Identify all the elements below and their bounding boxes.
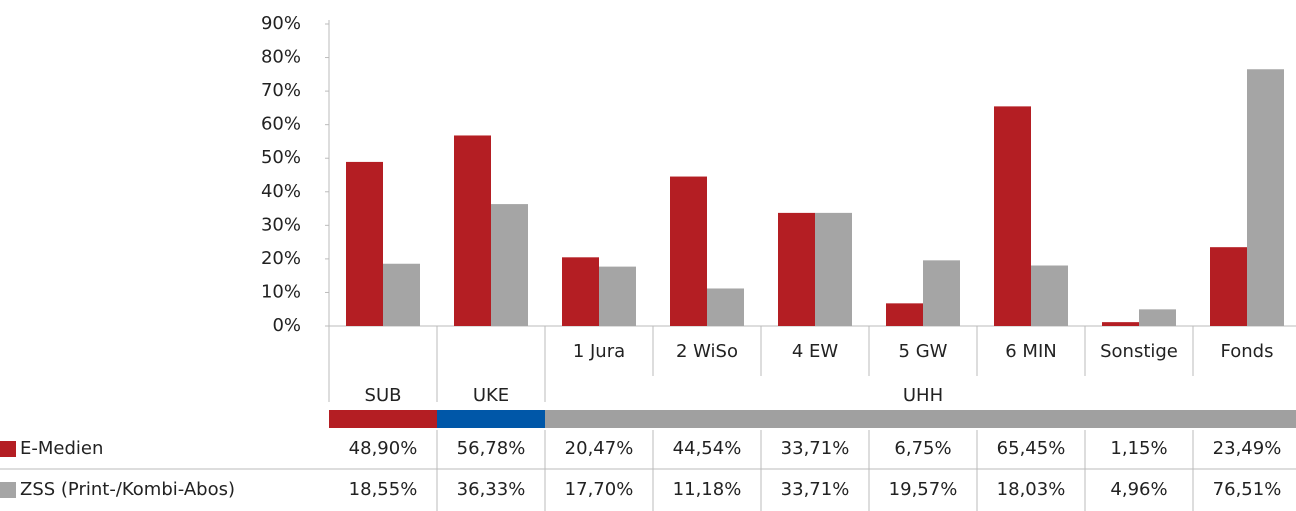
bar: [346, 161, 383, 326]
value-label: 17,70%: [565, 479, 634, 500]
bar: [1247, 69, 1284, 326]
y-tick-label: 10%: [261, 281, 301, 302]
value-label: 36,33%: [457, 479, 526, 500]
y-tick-label: 50%: [261, 147, 301, 168]
value-label: 4,96%: [1110, 479, 1167, 500]
legend-swatch: [0, 441, 16, 457]
y-tick-label: 0%: [272, 315, 301, 336]
bar: [707, 288, 744, 326]
y-tick-label: 70%: [261, 80, 301, 101]
legend-swatch: [0, 482, 16, 498]
x-tick-label: Fonds: [1221, 341, 1274, 362]
value-label: 44,54%: [673, 438, 742, 459]
value-label: 56,78%: [457, 438, 526, 459]
y-tick-label: 90%: [261, 13, 301, 34]
y-tick-label: 60%: [261, 114, 301, 135]
legend-label: ZSS (Print-/Kombi-Abos): [20, 479, 235, 500]
bar: [454, 135, 491, 326]
value-label: 33,71%: [781, 438, 850, 459]
bar: [670, 176, 707, 326]
group-label: UKE: [473, 385, 509, 406]
group-strip: [545, 410, 1296, 428]
group-strip: [329, 410, 437, 428]
bar: [1102, 322, 1139, 326]
bar: [599, 266, 636, 326]
x-tick-label: 2 WiSo: [676, 341, 738, 362]
bar: [562, 257, 599, 326]
bar: [886, 303, 923, 326]
bar: [1210, 247, 1247, 326]
y-tick-label: 80%: [261, 47, 301, 68]
group-strip: [437, 410, 545, 428]
bar: [778, 212, 815, 326]
group-label: UHH: [903, 385, 943, 406]
bar: [1139, 309, 1176, 326]
x-tick-label: Sonstige: [1100, 341, 1178, 362]
value-label: 11,18%: [673, 479, 742, 500]
x-tick-label: 6 MIN: [1005, 341, 1056, 362]
x-tick-label: 4 EW: [792, 341, 839, 362]
value-label: 18,55%: [349, 479, 418, 500]
bar: [815, 212, 852, 326]
value-label: 18,03%: [997, 479, 1066, 500]
value-label: 19,57%: [889, 479, 958, 500]
y-tick-label: 20%: [261, 248, 301, 269]
value-label: 33,71%: [781, 479, 850, 500]
bar: [491, 204, 528, 326]
value-label: 48,90%: [349, 438, 418, 459]
bar: [383, 263, 420, 326]
y-tick-label: 40%: [261, 181, 301, 202]
x-tick-label: 5 GW: [899, 341, 948, 362]
group-label: SUB: [365, 385, 402, 406]
bar: [994, 106, 1031, 326]
value-label: 20,47%: [565, 438, 634, 459]
value-label: 6,75%: [894, 438, 951, 459]
bar: [923, 260, 960, 326]
value-label: 23,49%: [1213, 438, 1282, 459]
y-tick-label: 30%: [261, 214, 301, 235]
legend-label: E-Medien: [20, 438, 103, 459]
x-tick-label: 1 Jura: [573, 341, 625, 362]
value-label: 65,45%: [997, 438, 1066, 459]
bar: [1031, 265, 1068, 326]
value-label: 76,51%: [1213, 479, 1282, 500]
value-label: 1,15%: [1110, 438, 1167, 459]
